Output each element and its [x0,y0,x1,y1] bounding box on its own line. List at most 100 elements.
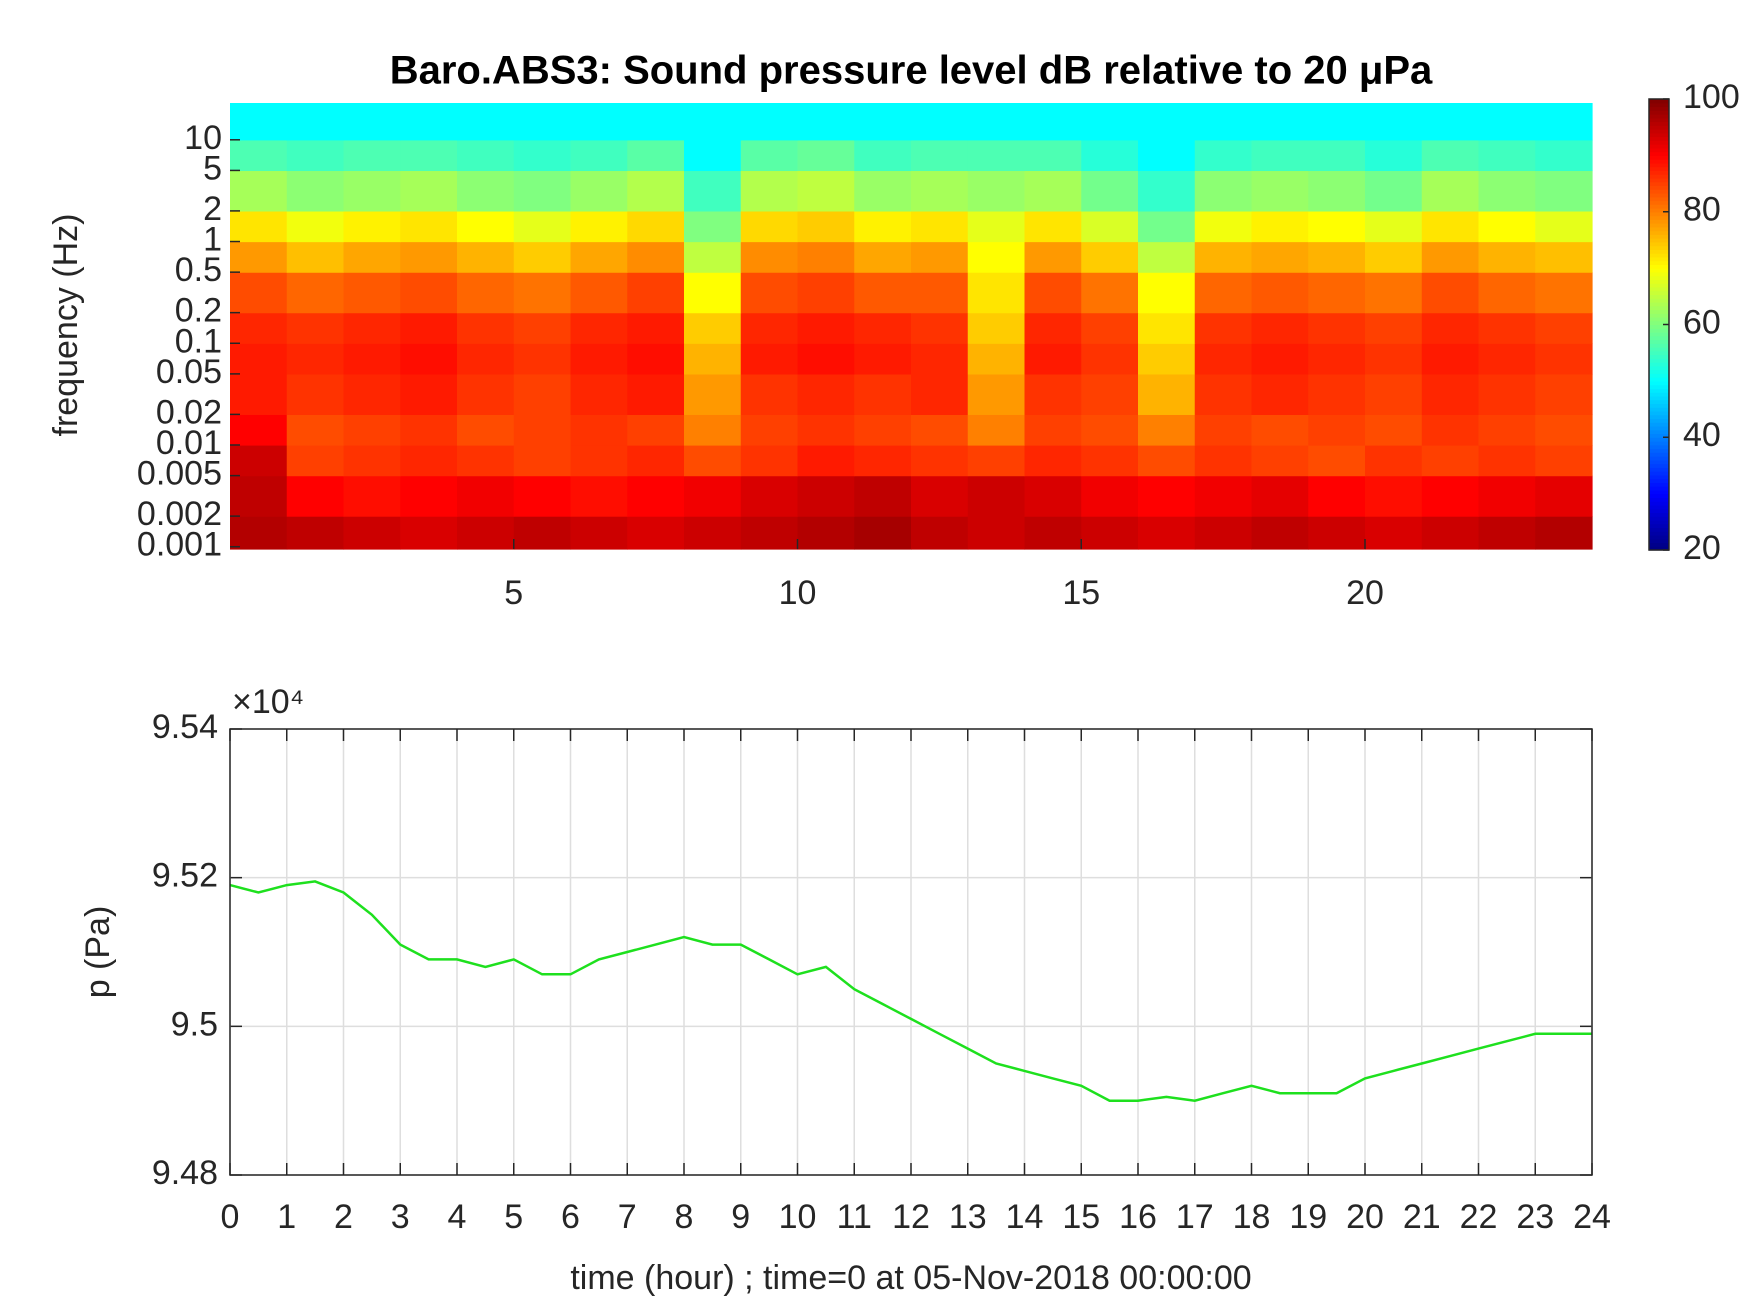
heatmap-cell [1024,516,1082,550]
heatmap-cell [457,414,515,446]
colorbar-swatch [1649,305,1669,311]
heatmap-cell [343,170,401,212]
heatmap-cell [1081,445,1139,477]
heatmap-cell [1251,170,1309,212]
heatmap-cell [1308,475,1366,517]
colorbar-swatch [1649,392,1669,397]
heatmap-cell [1251,241,1309,273]
heatmap-cell [570,210,628,243]
colorbar-swatch [1649,301,1669,307]
heatmap-cell [911,210,969,243]
colorbar-swatch [1649,117,1669,123]
heatmap-cell [627,343,685,375]
heatmap-cell [286,241,345,273]
heatmap-cell [1251,445,1309,477]
x-tick-label: 5 [504,1198,523,1236]
heatmap-cell [797,272,855,314]
colorbar-swatch [1649,463,1669,468]
heatmap-cell [1194,475,1253,517]
heatmap-cell [457,170,515,212]
heatmap-cell [1421,445,1480,477]
heatmap-cell [1478,103,1536,141]
y-tick-label: 0.002 [137,495,222,533]
colorbar-swatch [1649,271,1669,277]
heatmap-cell [1421,312,1480,344]
heatmap-cell [684,312,742,344]
heatmap-cell [1024,210,1082,243]
heatmap-cell [854,103,912,141]
heatmap-cell [1024,373,1082,415]
heatmap-cell [1535,445,1593,477]
heatmap-cell [1194,343,1253,375]
colorbar-swatch [1649,174,1669,179]
heatmap-cell [230,241,288,273]
heatmap-cell [1365,241,1423,273]
heatmap-cell [854,445,912,477]
heatmap-cell [797,445,855,477]
heatmap-cell [1194,516,1253,550]
heatmap-cell [1365,210,1423,243]
x-tick-label: 1 [277,1198,296,1236]
heatmap-cell [967,312,1026,344]
colorbar-tick-label: 80 [1683,191,1721,229]
heatmap-cell [627,241,685,273]
colorbar-swatch [1649,350,1669,356]
colorbar-swatch [1649,354,1669,359]
y-tick-label: 2 [203,190,222,228]
heatmap-cell [457,373,515,415]
heatmap-cell [1478,343,1536,375]
colorbar-swatch [1649,437,1669,442]
colorbar-swatch [1649,181,1669,187]
colorbar-swatch [1649,407,1669,412]
data-line [229,880,1592,1102]
colorbar-swatch [1649,147,1669,153]
heatmap-cell [1478,445,1536,477]
heatmap-cell [343,241,401,273]
heatmap-cell [1251,312,1309,344]
heatmap-cell [854,210,912,243]
x-tick-label: 3 [391,1198,410,1236]
heatmap-cell [400,312,458,344]
heatmap-cell [1308,373,1366,415]
heatmap-cell [967,103,1026,141]
colorbar-swatch [1649,309,1669,314]
x-tick-label: 8 [675,1198,694,1236]
colorbar-swatch [1649,373,1669,378]
y-tick-label: 9.52 [152,857,218,895]
heatmap-cell [1535,414,1593,446]
heatmap-cell [1081,210,1139,243]
heatmap-cell [513,445,572,477]
heatmap-cell [797,343,855,375]
heatmap-cell [1478,312,1536,344]
colorbar-swatch [1649,215,1669,220]
heatmap-cell [1535,139,1593,172]
heatmap-cell [1024,445,1082,477]
colorbar-swatch [1649,444,1669,450]
x-tick-label: 12 [892,1198,930,1236]
x-tick-label: 11 [837,1198,872,1236]
heatmap-cell [1535,103,1593,141]
heatmap-cell [967,445,1026,477]
colorbar-swatch [1649,121,1669,126]
heatmap-cell [400,170,458,212]
heatmap-cell [570,272,628,314]
colorbar-swatch [1649,114,1669,119]
heatmap-cell [1194,373,1253,415]
heatmap-cell [1081,103,1139,141]
heatmap-cell [1194,170,1253,212]
colorbar-swatch [1649,414,1669,420]
heatmap-cell [286,312,345,344]
x-tick-label: 14 [1006,1198,1044,1236]
colorbar-swatch [1649,279,1669,284]
colorbar-swatch [1649,347,1669,352]
colorbar-swatch [1649,501,1669,506]
colorbar-swatch [1649,223,1669,228]
heatmap-cell [400,414,458,446]
heatmap-cell [797,170,855,212]
colorbar-swatch [1649,155,1669,160]
colorbar-swatch [1649,459,1669,465]
heatmap-cell [457,475,515,517]
heatmap-cell [1365,516,1423,550]
heatmap-cell [570,475,628,517]
